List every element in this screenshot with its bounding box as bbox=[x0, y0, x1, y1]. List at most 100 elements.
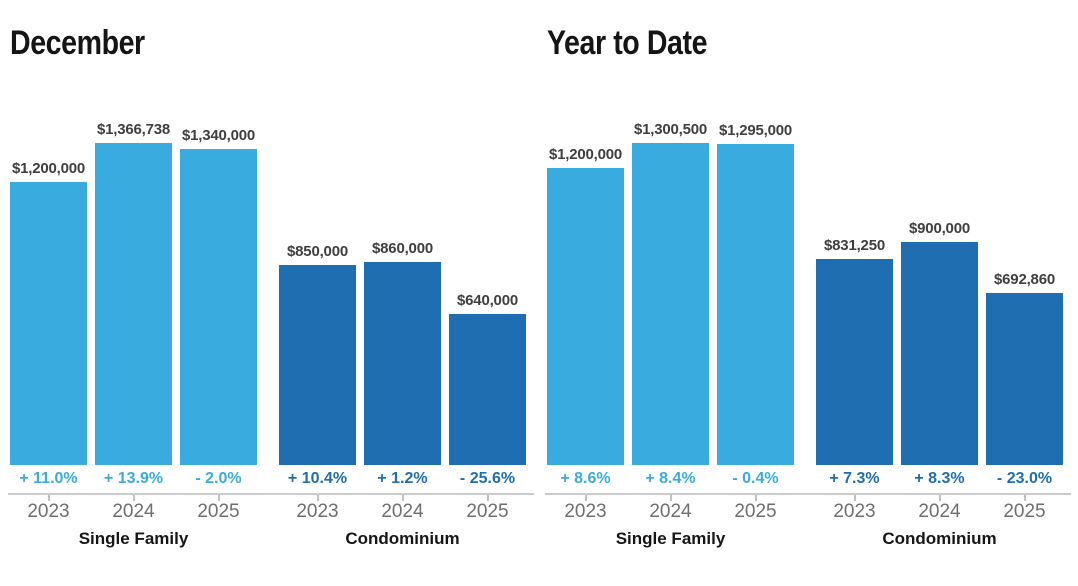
bar-group-condominium: $850,000 $860,000 $640,000 + 10.4% + 1.2% - 2… bbox=[279, 140, 526, 549]
bar-condominium-2025 bbox=[986, 293, 1063, 465]
year-cell: 2023 bbox=[816, 495, 893, 522]
bar-value-label: $831,250 bbox=[824, 237, 885, 254]
x-axis-labels-row: 2023 2024 2025 bbox=[279, 495, 526, 522]
bar-column-condominium-2024: $860,000 bbox=[364, 241, 441, 465]
pct-change-label: + 8.3% bbox=[914, 470, 965, 487]
pct-change-label: + 1.2% bbox=[377, 470, 428, 487]
pct-change-row: + 11.0% + 13.9% - 2.0% bbox=[10, 470, 257, 488]
bar-column-single-family-2025: $1,295,000 bbox=[717, 123, 794, 465]
bar-value-label: $900,000 bbox=[909, 220, 970, 237]
year-cell: 2023 bbox=[279, 495, 356, 522]
bar-group-single-family: $1,200,000 $1,300,500 $1,295,000 + 8.6% + 8.… bbox=[547, 122, 794, 549]
group-label-condominium: Condominium bbox=[882, 529, 997, 548]
bar-condominium-2023 bbox=[816, 259, 893, 465]
bar-value-label: $1,300,500 bbox=[633, 121, 708, 138]
bar-value-label: $1,200,000 bbox=[548, 146, 623, 163]
year-tick-label: 2023 bbox=[833, 501, 876, 522]
bar-value-label: $1,340,000 bbox=[181, 127, 256, 144]
year-tick-label: 2025 bbox=[466, 501, 509, 522]
bar-single-family-2023 bbox=[547, 168, 624, 465]
bar-condominium-2024 bbox=[364, 262, 441, 465]
panel-title-december: December bbox=[10, 24, 145, 62]
group-label-condominium: Condominium bbox=[345, 529, 460, 548]
year-tick-label: 2023 bbox=[27, 501, 70, 522]
year-tick-label: 2024 bbox=[112, 501, 155, 522]
bar-group-condominium: $831,250 $900,000 $692,860 + 7.3% + 8.3% - 23… bbox=[816, 140, 1063, 549]
x-axis-labels-row: 2023 2024 2025 bbox=[10, 495, 257, 522]
bar-single-family-2025 bbox=[180, 149, 257, 465]
bar-column-single-family-2024: $1,300,500 bbox=[632, 122, 709, 465]
bar-column-single-family-2023: $1,200,000 bbox=[10, 161, 87, 465]
pct-change-label: - 0.4% bbox=[732, 470, 779, 487]
axis-tick bbox=[217, 495, 220, 501]
x-axis-line bbox=[545, 493, 1071, 495]
chart-panel-december: December $1,200,000 $1,366,738 $1,340,000 +… bbox=[8, 24, 534, 549]
bar-value-label: $850,000 bbox=[287, 243, 348, 260]
bar-column-single-family-2023: $1,200,000 bbox=[547, 147, 624, 465]
bar-value-label: $692,860 bbox=[994, 271, 1055, 288]
axis-tick bbox=[584, 495, 587, 501]
bar-column-condominium-2024: $900,000 bbox=[901, 221, 978, 465]
year-cell: 2023 bbox=[547, 495, 624, 522]
year-cell: 2024 bbox=[901, 495, 978, 522]
bars-row: $1,200,000 $1,300,500 $1,295,000 bbox=[547, 122, 794, 465]
pct-change-label: + 8.6% bbox=[560, 470, 611, 487]
x-axis-line bbox=[8, 493, 534, 495]
axis-tick bbox=[401, 495, 404, 501]
x-axis-labels-row: 2023 2024 2025 bbox=[547, 495, 794, 522]
pct-change-row: + 8.6% + 8.4% - 0.4% bbox=[547, 470, 794, 488]
group-label-single-family: Single Family bbox=[615, 529, 726, 548]
bar-single-family-2023 bbox=[10, 182, 87, 465]
bar-value-label: $640,000 bbox=[457, 292, 518, 309]
year-tick-label: 2025 bbox=[734, 501, 777, 522]
axis-tick bbox=[316, 495, 319, 501]
year-tick-label: 2025 bbox=[197, 501, 240, 522]
group-label-single-family: Single Family bbox=[78, 529, 189, 548]
bar-condominium-2024 bbox=[901, 242, 978, 465]
axis-tick bbox=[669, 495, 672, 501]
chart-panel-year-to-date: Year to Date $1,200,000 $1,300,500 $1,295,… bbox=[545, 24, 1071, 549]
year-tick-label: 2023 bbox=[296, 501, 339, 522]
year-cell: 2025 bbox=[986, 495, 1063, 522]
bar-column-condominium-2023: $831,250 bbox=[816, 238, 893, 465]
bar-value-label: $1,295,000 bbox=[718, 122, 793, 139]
bar-group-single-family: $1,200,000 $1,366,738 $1,340,000 + 11.0% + 1… bbox=[10, 122, 257, 549]
year-cell: 2024 bbox=[632, 495, 709, 522]
pct-change-row: + 10.4% + 1.2% - 25.6% bbox=[279, 470, 526, 488]
year-cell: 2023 bbox=[10, 495, 87, 522]
year-cell: 2025 bbox=[180, 495, 257, 522]
pct-change-label: + 7.3% bbox=[829, 470, 880, 487]
bars-row: $1,200,000 $1,366,738 $1,340,000 bbox=[10, 122, 257, 465]
bar-column-condominium-2025: $692,860 bbox=[986, 272, 1063, 465]
year-tick-label: 2024 bbox=[381, 501, 424, 522]
pct-change-label: - 2.0% bbox=[195, 470, 242, 487]
bars-row: $850,000 $860,000 $640,000 bbox=[279, 140, 526, 465]
pct-change-label: - 25.6% bbox=[459, 470, 516, 487]
pct-change-label: + 11.0% bbox=[19, 470, 78, 487]
year-cell: 2025 bbox=[717, 495, 794, 522]
x-axis-labels-row: 2023 2024 2025 bbox=[816, 495, 1063, 522]
bar-column-single-family-2024: $1,366,738 bbox=[95, 122, 172, 465]
axis-tick bbox=[938, 495, 941, 501]
bar-column-condominium-2023: $850,000 bbox=[279, 244, 356, 465]
year-cell: 2024 bbox=[364, 495, 441, 522]
bar-condominium-2023 bbox=[279, 265, 356, 465]
year-cell: 2024 bbox=[95, 495, 172, 522]
median-sales-price-charts: December $1,200,000 $1,366,738 $1,340,000 +… bbox=[8, 24, 1071, 549]
axis-tick bbox=[47, 495, 50, 501]
bar-groups-december: $1,200,000 $1,366,738 $1,340,000 + 11.0% + 1… bbox=[8, 122, 534, 549]
pct-change-row: + 7.3% + 8.3% - 23.0% bbox=[816, 470, 1063, 488]
pct-change-label: + 8.4% bbox=[645, 470, 696, 487]
pct-change-label: + 13.9% bbox=[103, 470, 164, 487]
panel-title-year-to-date: Year to Date bbox=[547, 24, 708, 62]
bar-groups-year-to-date: $1,200,000 $1,300,500 $1,295,000 + 8.6% + 8.… bbox=[545, 122, 1071, 549]
axis-tick bbox=[754, 495, 757, 501]
year-tick-label: 2025 bbox=[1003, 501, 1046, 522]
axis-tick bbox=[1023, 495, 1026, 501]
bar-single-family-2025 bbox=[717, 144, 794, 465]
year-cell: 2025 bbox=[449, 495, 526, 522]
axis-tick bbox=[132, 495, 135, 501]
bar-value-label: $1,366,738 bbox=[96, 121, 171, 138]
bar-condominium-2025 bbox=[449, 314, 526, 465]
bars-row: $831,250 $900,000 $692,860 bbox=[816, 140, 1063, 465]
